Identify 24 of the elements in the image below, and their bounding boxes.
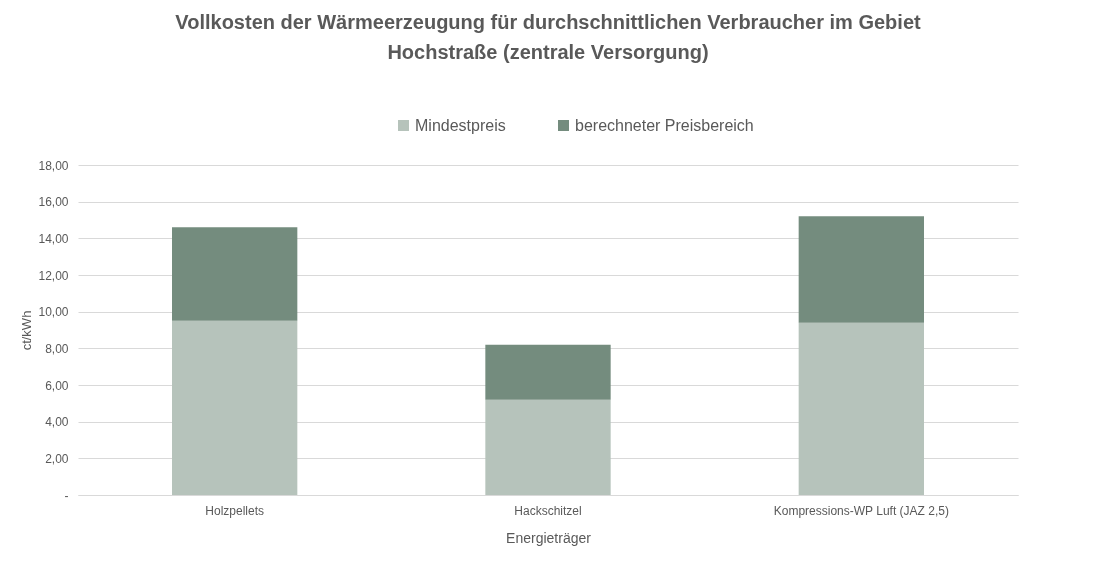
bar (798, 322, 924, 495)
bar (798, 216, 924, 323)
legend-label: Mindestpreis (415, 116, 506, 134)
bar (485, 344, 611, 400)
y-tick-label: - (64, 488, 69, 503)
y-tick-label: 14,00 (38, 231, 69, 246)
x-axis-title: Energieträger (506, 529, 592, 546)
y-tick-label: 16,00 (38, 195, 69, 210)
x-tick-label: Holzpellets (205, 503, 265, 518)
x-tick-label: Hackschitzel (514, 503, 582, 518)
y-tick-label: 18,00 (38, 158, 69, 173)
y-tick-label: 2,00 (45, 451, 69, 466)
legend-label: berechneter Preisbereich (575, 116, 754, 134)
y-tick-label: 8,00 (45, 341, 69, 356)
y-tick-label: 4,00 (45, 415, 69, 430)
bar (485, 399, 611, 495)
y-axis-title: ct/kWh (19, 310, 35, 351)
y-tick-label: 6,00 (45, 378, 69, 393)
x-tick-label: Kompressions-WP Luft (JAZ 2,5) (773, 503, 949, 518)
chart-title: Vollkosten der Wärmeerzeugung für durchschnittlichen Verbraucher im Gebiet Hochstraße (zentrale Versorgung) (175, 10, 922, 63)
bar (172, 320, 298, 495)
y-tick-label: 10,00 (38, 305, 69, 320)
bar (172, 227, 298, 321)
y-tick-label: 12,00 (38, 268, 69, 283)
